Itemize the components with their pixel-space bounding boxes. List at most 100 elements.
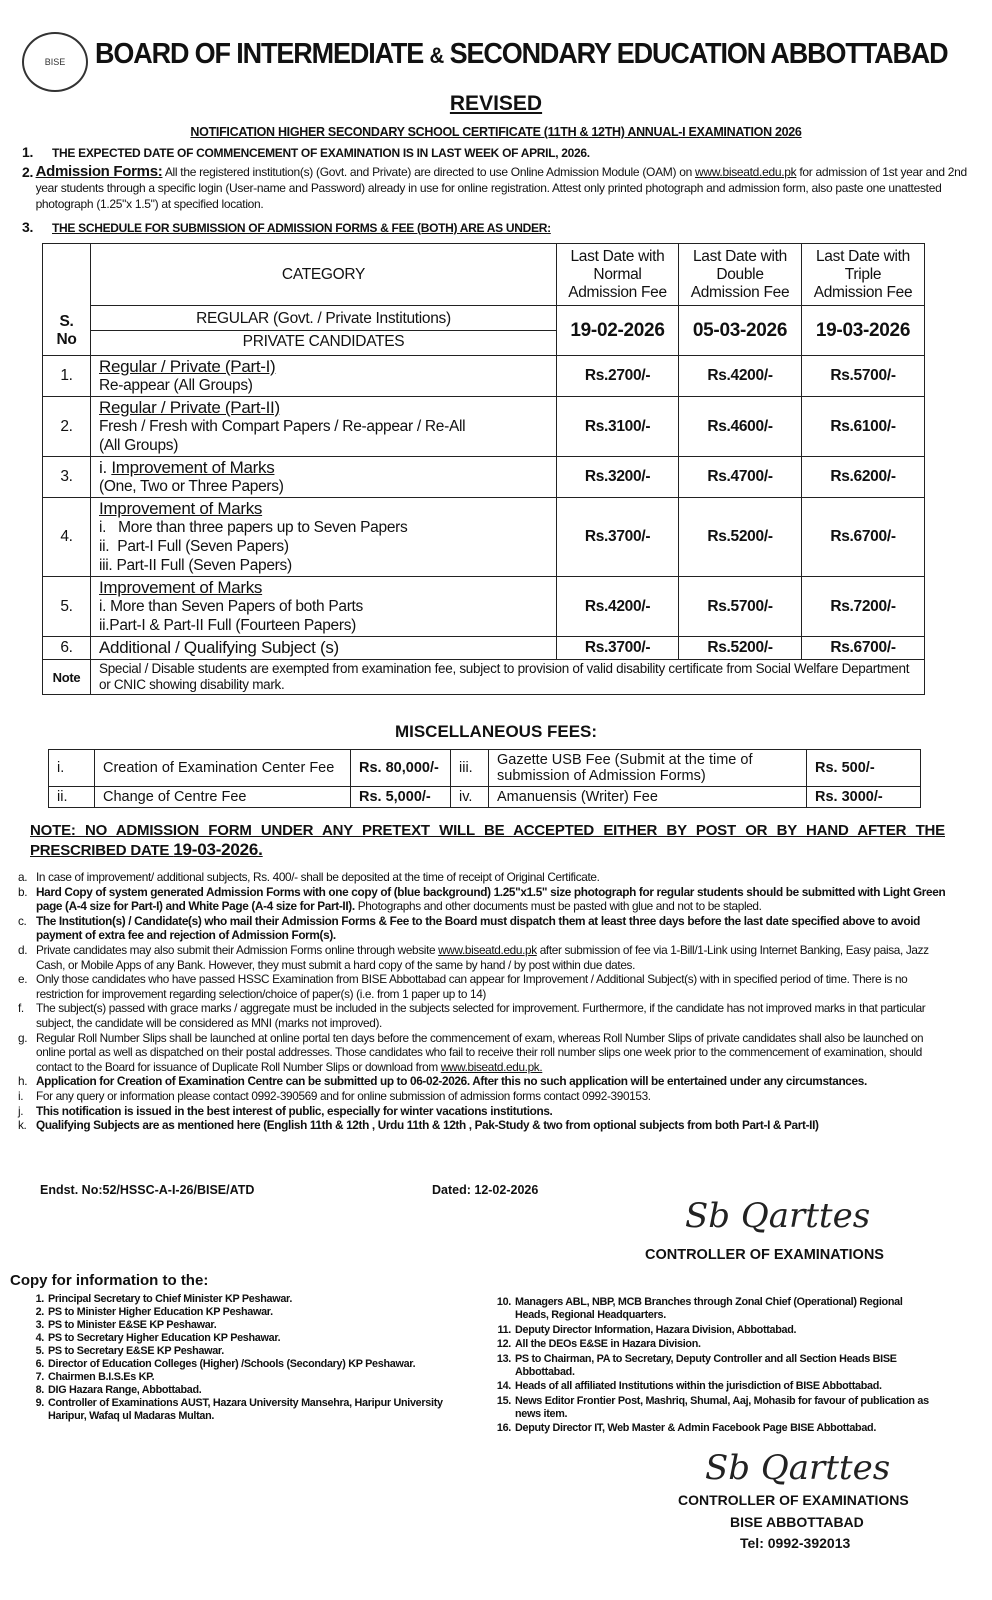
notification-title: NOTIFICATION HIGHER SECONDARY SCHOOL CER…: [190, 125, 802, 139]
copy-recipient: 5. PS to Secretary E&SE KP Peshawar.: [35, 1345, 225, 1357]
item-letter: a.: [18, 870, 28, 884]
misc-d2: Amanuensis (Writer) Fee: [488, 786, 807, 808]
copy-recipient: 9. Controller of Examinations AUST, Hazar…: [35, 1397, 443, 1422]
fee-amount: Rs.6200/-: [801, 456, 925, 498]
misc-n2: iii.: [450, 749, 489, 787]
copy-recipient: 12. All the DEOs E&SE in Hazara Division.: [496, 1338, 701, 1350]
instructions-list: a. In case of improvement/ additional sub…: [18, 870, 946, 1133]
category-line: Re-appear (All Groups): [99, 377, 253, 394]
fee-amount: Rs.5700/-: [678, 576, 802, 637]
category-line: (One, Two or Three Papers): [99, 478, 284, 495]
copy-recipient: 11. Deputy Director Information, Hazara D…: [497, 1323, 797, 1336]
footer-controller: CONTROLLER OF EXAMINATIONS: [678, 1492, 909, 1508]
category-cell: Improvement of Marks i. More than Seven P…: [90, 576, 557, 637]
fee-amount: Rs.4700/-: [678, 456, 802, 498]
website-link[interactable]: www.biseatd.edu.pk: [694, 165, 797, 179]
category-title: Improvement of Marks: [99, 578, 263, 597]
category-title: Improvement of Marks: [111, 458, 275, 477]
fee-amount: Rs.3700/-: [556, 636, 679, 660]
item-letter: f.: [18, 1001, 24, 1016]
website-link[interactable]: www.biseatd.edu.pk.: [440, 1059, 543, 1074]
item-letter: k.: [18, 1118, 27, 1133]
fee-amount: Rs.3700/-: [556, 497, 679, 577]
misc-f2: Rs. 500/-: [806, 749, 921, 787]
category-line: Fresh / Fresh with Compart Papers / Re-a…: [99, 418, 466, 435]
fee-amount: Rs.5200/-: [678, 497, 802, 577]
fee-row: 5. Improvement of Marks i. More than Seven…: [42, 576, 925, 637]
instruction-item: c. The Institution(s) / Candidate(s) who …: [18, 913, 921, 943]
fee-amount: Rs.2700/-: [556, 355, 679, 397]
instruction-item: f. The subject(s) passed with grace marks…: [18, 1001, 926, 1030]
misc-f2: Rs. 3000/-: [806, 786, 921, 808]
fee-row: 6. Additional / Qualifying Subject (s) Rs.…: [42, 636, 925, 660]
website-link[interactable]: www.biseatd.edu.pk: [438, 942, 537, 957]
category-cell: Additional / Qualifying Subject (s): [90, 636, 557, 660]
instruction-item: h. Application for Creation of Examinatio…: [18, 1074, 867, 1089]
category-title: Regular / Private (Part-II): [99, 398, 280, 417]
category-title: Regular / Private (Part-I): [99, 357, 276, 376]
misc-d1: Creation of Examination Center Fee: [94, 749, 351, 787]
serial-number: 5.: [42, 576, 91, 637]
fee-row: 2. Regular / Private (Part-II) Fresh / Fre…: [42, 396, 925, 457]
category-cell: i. Improvement of Marks (One, Two or Thre…: [90, 456, 557, 498]
category-cell: Regular / Private (Part-II) Fresh / Fresh…: [90, 396, 557, 457]
footer-signature: Sb Qarttes: [705, 1448, 891, 1488]
copy-recipient: 13. PS to Chairman, PA to Secretary, Depu…: [496, 1352, 897, 1378]
fee-amount: Rs.4200/-: [556, 576, 679, 637]
point-2: 2. Admission Forms: All the registered in…: [22, 163, 967, 212]
instruction-item: k. Qualifying Subjects are as mentioned h…: [18, 1118, 819, 1133]
item-letter: i.: [18, 1088, 24, 1103]
copy-list-left: 1. Principal Secretary to Chief Minister …: [28, 1293, 448, 1423]
copy-recipient: 16. Deputy Director IT, Web Master & Admi…: [496, 1422, 877, 1434]
copy-recipient: 3. PS to Minister E&SE KP Peshawar.: [35, 1319, 217, 1331]
fee-amount: Rs.5200/-: [678, 636, 802, 660]
category-line: i. More than Seven Papers of both Parts: [99, 598, 364, 615]
endorsement-number: Endst. No:52/HSSC-A-I-26/BISE/ATD: [40, 1183, 255, 1197]
controller-title: CONTROLLER OF EXAMINATIONS: [645, 1247, 884, 1263]
fee-amount: Rs.3100/-: [556, 396, 679, 457]
category-line: iii. Part-II Full (Seven Papers): [99, 557, 292, 574]
category-prefix: i.: [99, 458, 112, 477]
copy-recipient: 6. Director of Education Colleges (Higher…: [35, 1358, 416, 1370]
signature: Sb Qarttes: [685, 1196, 871, 1236]
point-1: 1. THE EXPECTED DATE OF COMMENCEMENT OF E…: [22, 144, 590, 160]
misc-f1: Rs. 5,000/-: [350, 786, 451, 808]
fee-amount: Rs.4600/-: [678, 396, 802, 457]
footer-bise: BISE ABBOTTABAD: [730, 1514, 864, 1530]
misc-d1: Change of Centre Fee: [94, 786, 351, 808]
serial-number: 3.: [42, 456, 91, 498]
fee-amount: Rs.3200/-: [556, 456, 679, 498]
copy-recipient: 8. DIG Hazara Range, Abbottabad.: [35, 1384, 202, 1396]
instruction-item: d. Private candidates may also submit the…: [18, 942, 929, 972]
point-3: 3. THE SCHEDULE FOR SUBMISSION OF ADMISSI…: [22, 219, 551, 235]
copy-title: Copy for information to the:: [10, 1272, 209, 1289]
instruction-item: a. In case of improvement/ additional sub…: [18, 870, 600, 884]
misc-fees-table: i. Creation of Examination Center Fee Rs. …: [48, 749, 921, 808]
instruction-item: i. For any query or information please co…: [18, 1088, 651, 1103]
serial-number: 1.: [42, 355, 91, 397]
category-line: ii.Part-I & Part-II Full (Fourteen Paper…: [99, 617, 357, 634]
category-title: Improvement of Marks: [99, 499, 263, 518]
copy-recipient: 4. PS to Secretary Higher Education KP Pe…: [35, 1332, 281, 1344]
revised-heading: REVISED: [449, 92, 543, 115]
misc-f1: Rs. 80,000/-: [350, 749, 451, 787]
board-title: BOARD OF INTERMEDIATE & SECONDARY EDUCAT…: [95, 38, 949, 70]
category-cell: Improvement of Marks i. More than three p…: [90, 497, 557, 577]
fee-amount: Rs.6700/-: [801, 497, 925, 577]
copy-recipient: 1. Principal Secretary to Chief Minister …: [35, 1293, 293, 1305]
copy-recipient: 15. News Editor Frontier Post, Mashriq, S…: [496, 1394, 929, 1420]
category-line: ii. Part-I Full (Seven Papers): [99, 538, 289, 555]
copy-list-right: 10. Managers ABL, NBP, MCB Branches throu…: [495, 1296, 935, 1437]
footer-tel: Tel: 0992-392013: [740, 1535, 851, 1551]
misc-fees-title: MISCELLANEOUS FEES:: [394, 722, 598, 741]
copy-recipient: 10. Managers ABL, NBP, MCB Branches throu…: [496, 1296, 903, 1321]
fee-amount: Rs.6700/-: [801, 636, 925, 660]
item-letter: e.: [18, 972, 28, 987]
category-line: i. More than three papers up to Seven Pa…: [99, 519, 408, 536]
copy-recipient: 7. Chairmen B.I.S.Es KP.: [35, 1371, 155, 1383]
fee-amount: Rs.5700/-: [801, 355, 925, 397]
category-line: (All Groups): [99, 437, 179, 454]
instruction-item: b. Hard Copy of system generated Admissio…: [18, 884, 946, 914]
item-letter: g.: [18, 1030, 28, 1045]
category-title: Additional / Qualifying Subject (s): [99, 638, 339, 657]
